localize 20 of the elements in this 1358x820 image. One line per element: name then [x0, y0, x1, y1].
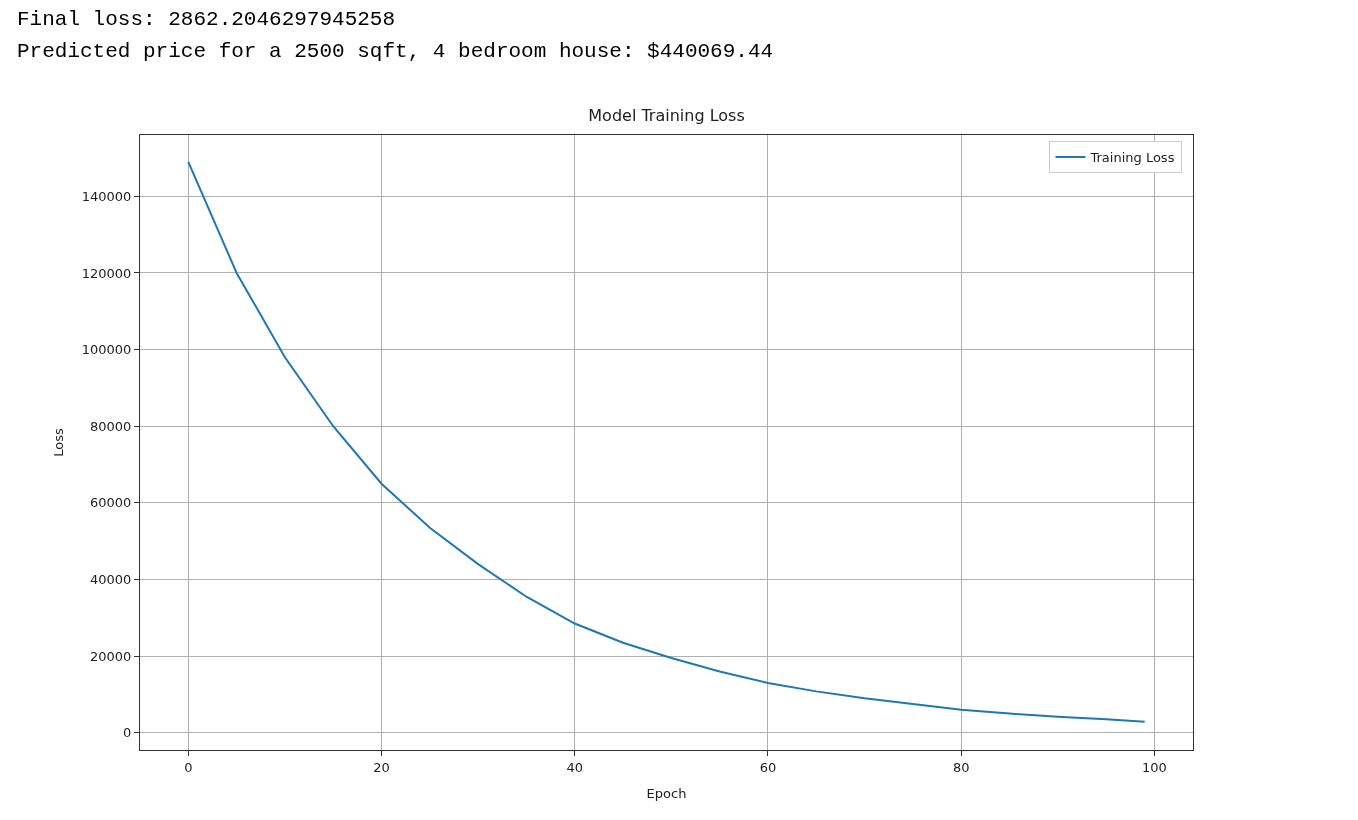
x-tick-label: 0: [184, 759, 193, 775]
text: Final loss: 2862.2046297945258: [17, 8, 396, 31]
chart-title: Model Training Loss: [588, 105, 745, 125]
y-tick-label: 140000: [81, 188, 132, 204]
y-tick-label: 120000: [81, 265, 132, 281]
legend-label: Training Loss: [1089, 150, 1175, 166]
x-tick-label: 100: [1141, 759, 1167, 775]
y-tick-label: 20000: [90, 648, 132, 664]
y-tick-label: 40000: [90, 572, 132, 588]
y-tick-label: 100000: [81, 342, 132, 358]
y-tick-label: 0: [123, 725, 132, 741]
x-tick-label: 80: [952, 759, 970, 775]
x-tick-label: 20: [373, 759, 390, 775]
x-tick-label: 40: [566, 759, 583, 775]
y-tick-label: 80000: [90, 418, 132, 434]
x-axis-title: Epoch: [646, 786, 687, 802]
x-tick-label: 60: [759, 759, 777, 775]
y-axis-title: Loss: [50, 428, 66, 457]
text: Predicted price for a 2500 sqft, 4 bedroom house: $440069.44: [17, 40, 774, 63]
y-tick-label: 60000: [90, 495, 132, 511]
